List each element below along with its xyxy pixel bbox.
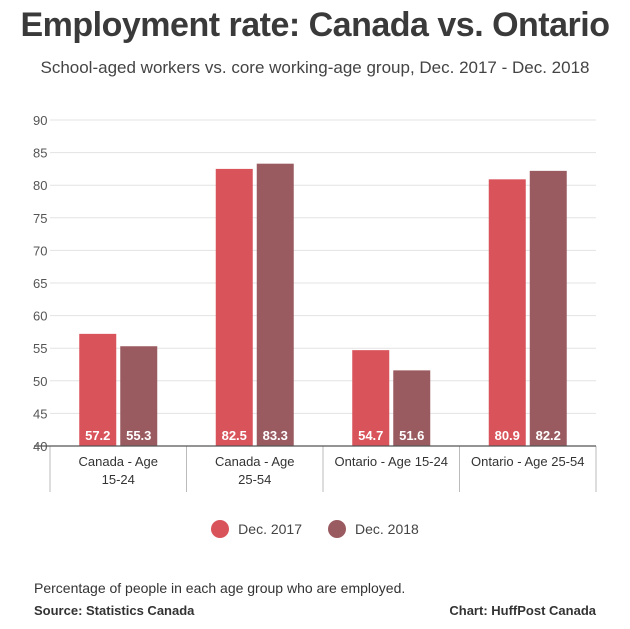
y-tick-label: 85 bbox=[33, 146, 47, 161]
x-tick-label: Ontario - Age 15-24 bbox=[335, 454, 448, 469]
bar bbox=[393, 370, 431, 446]
bar bbox=[488, 179, 526, 446]
chart-credit: Chart: HuffPost Canada bbox=[449, 603, 596, 618]
data-label: 83.3 bbox=[263, 428, 288, 443]
data-label: 82.5 bbox=[222, 428, 247, 443]
data-label: 57.2 bbox=[85, 428, 110, 443]
x-tick-label: 15-24 bbox=[102, 472, 135, 487]
chart-subtitle: School-aged workers vs. core working-age… bbox=[40, 58, 590, 77]
bar bbox=[529, 170, 567, 446]
bar bbox=[256, 163, 294, 446]
bar bbox=[352, 350, 390, 446]
legend-label-series-1: Dec. 2017 bbox=[238, 521, 302, 537]
chart-legend: Dec. 2017 Dec. 2018 bbox=[0, 520, 630, 538]
x-tick-label: Canada - Age bbox=[215, 454, 295, 469]
data-label: 54.7 bbox=[358, 428, 383, 443]
data-label: 51.6 bbox=[399, 428, 424, 443]
source-credit: Source: Statistics Canada bbox=[34, 603, 195, 618]
y-tick-label: 55 bbox=[33, 341, 47, 356]
legend-item-series-1: Dec. 2017 bbox=[211, 520, 302, 538]
x-tick-label: Ontario - Age 25-54 bbox=[471, 454, 584, 469]
data-label: 82.2 bbox=[536, 428, 561, 443]
footnote: Percentage of people in each age group w… bbox=[34, 580, 406, 596]
y-tick-label: 45 bbox=[33, 406, 47, 421]
bar bbox=[215, 168, 253, 446]
legend-label-series-2: Dec. 2018 bbox=[355, 521, 419, 537]
y-tick-label: 60 bbox=[33, 309, 47, 324]
legend-item-series-2: Dec. 2018 bbox=[328, 520, 419, 538]
x-tick-label: Canada - Age bbox=[78, 454, 158, 469]
bar bbox=[120, 346, 158, 446]
data-label: 80.9 bbox=[495, 428, 520, 443]
x-tick-label: 25-54 bbox=[238, 472, 271, 487]
legend-swatch-series-1 bbox=[211, 520, 230, 538]
chart-title: Employment rate: Canada vs. Ontario bbox=[20, 6, 611, 44]
legend-swatch-series-2 bbox=[328, 520, 346, 538]
y-tick-label: 65 bbox=[33, 276, 47, 291]
data-label: 55.3 bbox=[126, 428, 151, 443]
y-tick-label: 80 bbox=[33, 178, 47, 193]
y-tick-label: 70 bbox=[33, 243, 47, 258]
bar bbox=[79, 333, 117, 446]
y-tick-label: 75 bbox=[33, 211, 47, 226]
y-tick-label: 90 bbox=[33, 113, 47, 128]
y-tick-label: 50 bbox=[33, 374, 47, 389]
